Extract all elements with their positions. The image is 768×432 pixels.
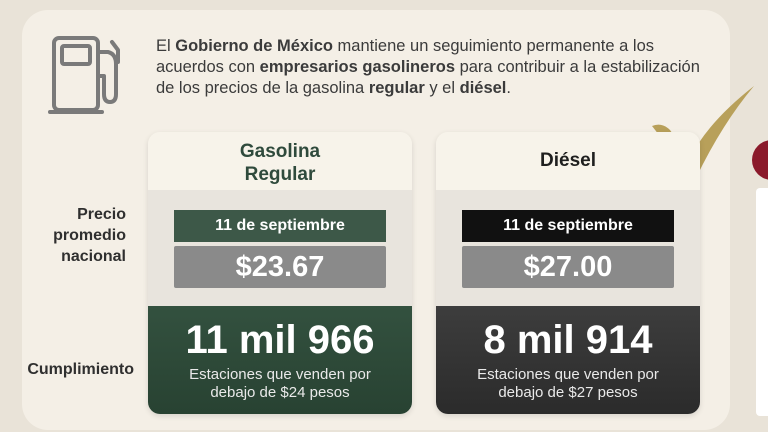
- column-title: Diésel: [436, 132, 700, 190]
- gas-pump-icon: [48, 36, 120, 114]
- side-panel-fragment: [756, 188, 768, 416]
- price-value: $23.67: [174, 246, 386, 288]
- price-value: $27.00: [462, 246, 674, 288]
- station-count: 8 mil 914: [483, 318, 653, 362]
- price-section: 11 de septiembre $27.00: [436, 190, 700, 306]
- station-description: Estaciones que venden por debajo de $24 …: [189, 366, 371, 401]
- label-precio-promedio: Precio promedio nacional: [53, 206, 126, 265]
- date-label: 11 de septiembre: [462, 210, 674, 242]
- intro-text: El Gobierno de México mantiene un seguim…: [156, 37, 700, 97]
- label-cumplimiento: Cumplimiento: [27, 361, 134, 378]
- compliance-section: 11 mil 966 Estaciones que venden por deb…: [148, 306, 412, 414]
- station-description: Estaciones que venden por debajo de $27 …: [477, 366, 659, 401]
- price-section: 11 de septiembre $23.67: [148, 190, 412, 306]
- station-count: 11 mil 966: [185, 318, 375, 362]
- compliance-section: 8 mil 914 Estaciones que venden por deba…: [436, 306, 700, 414]
- column-title: Gasolina Regular: [148, 132, 412, 190]
- date-label: 11 de septiembre: [174, 210, 386, 242]
- logo-fragment: [752, 140, 768, 180]
- column-diesel: Diésel 11 de septiembre $27.00 8 mil 914…: [436, 132, 700, 414]
- column-gasolina-regular: Gasolina Regular 11 de septiembre $23.67…: [148, 132, 412, 414]
